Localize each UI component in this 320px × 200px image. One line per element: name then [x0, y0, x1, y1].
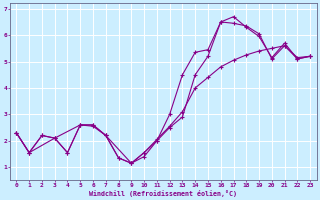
- X-axis label: Windchill (Refroidissement éolien,°C): Windchill (Refroidissement éolien,°C): [89, 190, 237, 197]
